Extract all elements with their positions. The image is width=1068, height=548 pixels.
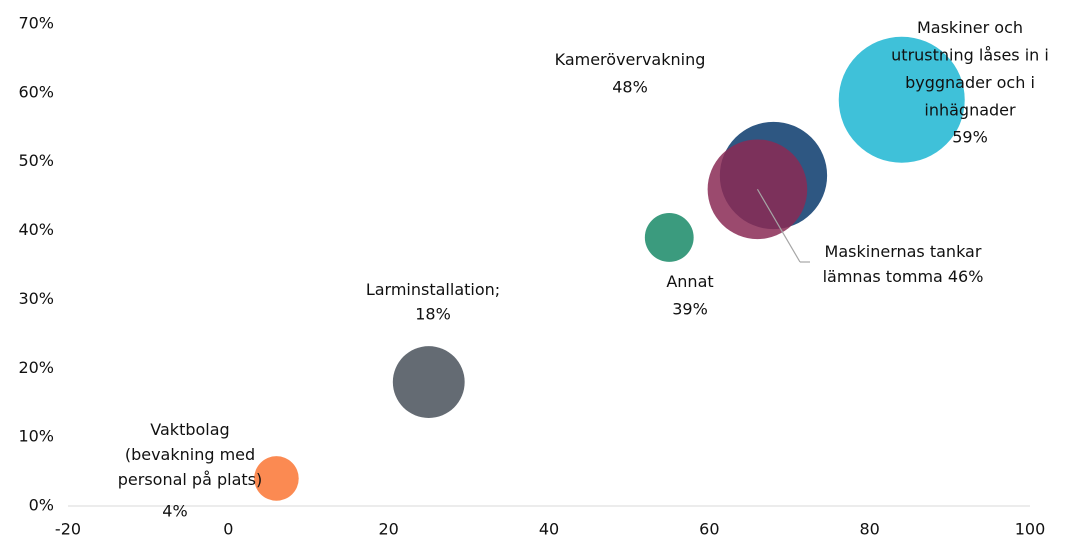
label-line: Larminstallation; bbox=[366, 280, 500, 299]
bubble bbox=[392, 346, 465, 418]
label-text: (bevakning med bbox=[125, 445, 255, 464]
y-tick-label: 20% bbox=[18, 358, 54, 377]
label-line: Kamerövervakning bbox=[555, 50, 706, 69]
leader-line bbox=[756, 188, 801, 263]
y-tick-label: 30% bbox=[18, 289, 54, 308]
value-label: 48% bbox=[612, 78, 648, 97]
data-label: Larminstallation; 18% bbox=[366, 280, 500, 324]
y-tick-label: 70% bbox=[18, 14, 54, 33]
label-line: Maskinernas tankar bbox=[825, 242, 982, 261]
label-line: Vaktbolag bbox=[150, 420, 229, 439]
x-tick-label: 100 bbox=[1015, 520, 1046, 539]
label-text: Maskinernas tankar bbox=[825, 242, 982, 261]
data-label: Vaktbolag (bevakning med personal på plats… bbox=[118, 420, 262, 521]
label-line: (bevakning med bbox=[125, 445, 255, 464]
bubble bbox=[644, 213, 694, 262]
label-line: personal på plats) bbox=[118, 470, 262, 489]
label-line: Maskiner och bbox=[917, 18, 1023, 37]
y-tick-label: 60% bbox=[18, 82, 54, 101]
bubble bbox=[254, 456, 299, 501]
x-tick-label: 80 bbox=[859, 520, 879, 539]
label-line: Annat bbox=[666, 272, 713, 291]
label-line: lämnas tomma 46% bbox=[823, 267, 984, 286]
x-tick-label: 0 bbox=[223, 520, 233, 539]
data-label: Annat 39% bbox=[666, 272, 713, 319]
value-label: 59% bbox=[952, 128, 988, 147]
data-label: Maskinernas tankar lämnas tomma 46% bbox=[823, 242, 984, 286]
label-text: utrustning låses in i bbox=[891, 45, 1049, 64]
label-line: byggnader och i bbox=[905, 73, 1035, 92]
label-text: lämnas tomma bbox=[823, 267, 943, 286]
data-label: Maskiner och utrustning låses in i byggnad… bbox=[891, 18, 1049, 147]
bubble bbox=[838, 36, 965, 163]
label-text: Larminstallation; bbox=[366, 280, 500, 299]
label-text: Vaktbolag bbox=[150, 420, 229, 439]
label-text: Maskiner och bbox=[917, 18, 1023, 37]
data-label: Kamerövervakning 48% bbox=[555, 50, 706, 97]
x-tick-label: -20 bbox=[55, 520, 81, 539]
value-label: 46% bbox=[948, 267, 984, 286]
label-text: byggnader och i bbox=[905, 73, 1035, 92]
value-label: 39% bbox=[672, 300, 708, 319]
x-tick-label: 40 bbox=[539, 520, 559, 539]
y-tick-label: 0% bbox=[29, 496, 54, 515]
y-tick-label: 40% bbox=[18, 220, 54, 239]
value-label: 18% bbox=[415, 305, 451, 324]
y-tick-label: 10% bbox=[18, 427, 54, 446]
x-tick-label: 20 bbox=[378, 520, 398, 539]
label-text: inhägnader bbox=[924, 100, 1016, 119]
label-text: personal på plats) bbox=[118, 470, 262, 489]
value-label: 4% bbox=[162, 502, 187, 521]
label-text: Annat bbox=[666, 272, 713, 291]
label-line: inhägnader bbox=[924, 100, 1016, 119]
y-tick-label: 50% bbox=[18, 151, 54, 170]
label-line: utrustning låses in i bbox=[891, 45, 1049, 64]
x-tick-label: 60 bbox=[699, 520, 719, 539]
label-text: Kamerövervakning bbox=[555, 50, 706, 69]
